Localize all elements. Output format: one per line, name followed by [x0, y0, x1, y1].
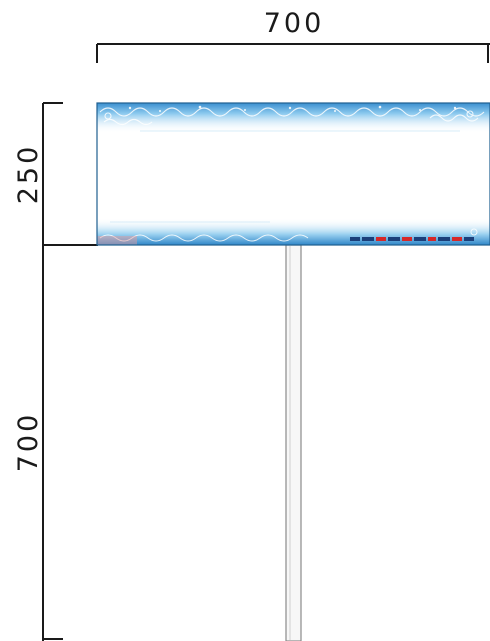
panel-top-band — [97, 103, 490, 133]
panel-border — [96, 102, 490, 246]
panel-top-dots — [128, 105, 457, 112]
sign-pole — [285, 244, 302, 641]
panel-fine-print — [350, 237, 474, 241]
width-dimension-label: 700 — [264, 8, 325, 39]
sign-panel — [96, 102, 490, 246]
panel-height-label: 250 — [13, 144, 44, 205]
pole-height-label: 700 — [13, 412, 44, 473]
height-dimensions: 250 700 — [13, 102, 98, 641]
panel-top-pattern — [99, 107, 485, 126]
panel-bottom-pattern — [99, 228, 478, 242]
panel-bottom-left-accent — [97, 236, 137, 245]
width-dimension: 700 — [96, 8, 490, 63]
